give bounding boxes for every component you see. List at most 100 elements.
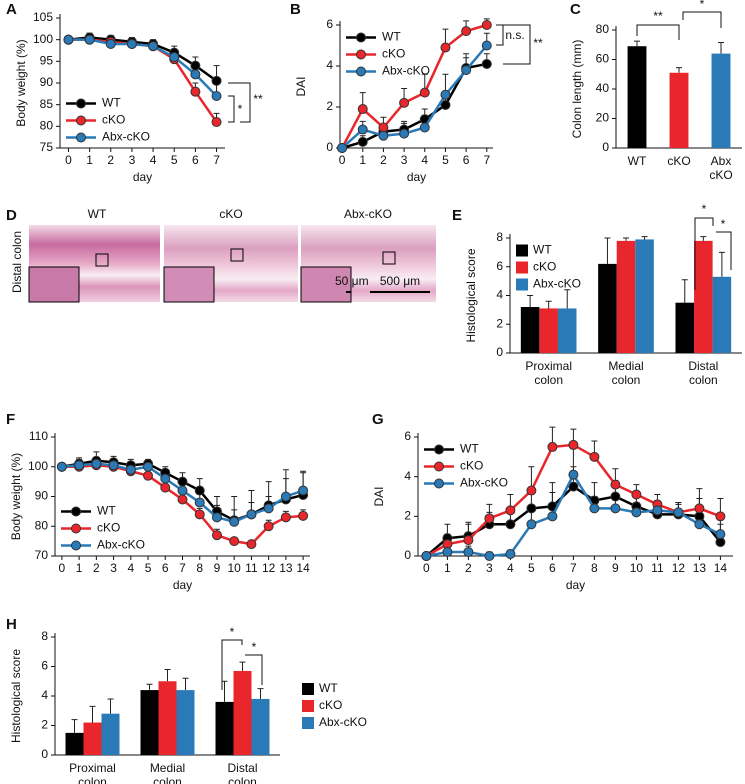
legend-label: cKO <box>382 47 405 61</box>
significance-label: * <box>230 625 235 639</box>
legend-label: cKO <box>533 260 556 274</box>
panel-label: F <box>6 411 15 428</box>
data-point <box>337 143 348 153</box>
significance-bracket <box>694 217 714 290</box>
error-bar <box>239 661 246 671</box>
y-axis-title: Body weight (%) <box>9 453 23 540</box>
x-tick-label: Proximal <box>69 761 116 775</box>
x-tick-label: 3 <box>486 561 493 575</box>
y-tick-label: 80 <box>596 22 610 36</box>
x-tick-label: 14 <box>714 561 728 575</box>
y-tick-label: 0 <box>41 747 48 761</box>
data-point <box>694 503 705 514</box>
legend-marker <box>434 478 444 489</box>
data-point <box>568 469 579 480</box>
inset <box>300 266 352 303</box>
panel-label: B <box>290 1 301 18</box>
significance-bracket <box>245 654 263 685</box>
error-bar <box>89 705 96 723</box>
data-point <box>280 512 291 523</box>
bar <box>215 701 234 755</box>
legend-marker <box>356 66 366 77</box>
y-tick-label: 80 <box>35 518 49 532</box>
data-point <box>229 536 240 547</box>
scale-bar-label: 500 μm <box>380 274 420 288</box>
error-bar <box>676 67 682 73</box>
data-point <box>715 511 726 522</box>
legend-label: WT <box>319 681 338 695</box>
data-point <box>56 461 67 472</box>
x-tick-label: colon <box>612 373 641 387</box>
data-point <box>211 512 222 523</box>
y-axis-title: Body weight (%) <box>14 39 28 126</box>
x-tick-label: 10 <box>630 561 644 575</box>
data-point <box>298 485 309 496</box>
data-point <box>211 117 222 127</box>
legend-swatch <box>516 244 528 257</box>
data-point <box>505 519 516 530</box>
x-tick-label: 6 <box>463 153 470 167</box>
x-tick-label: 13 <box>279 561 293 575</box>
x-tick-label: 4 <box>421 153 428 167</box>
bar <box>101 713 120 755</box>
data-point <box>229 516 240 527</box>
x-tick-label: Medial <box>608 359 643 373</box>
data-point <box>108 460 119 471</box>
data-point <box>440 99 451 110</box>
data-point <box>177 485 188 496</box>
legend-swatch <box>516 261 528 274</box>
y-tick-label: 0 <box>326 140 333 154</box>
data-point <box>378 122 389 133</box>
significance-bracket <box>228 82 251 123</box>
bar <box>675 302 695 353</box>
image-title: Abx-cKO <box>344 207 392 221</box>
x-tick-label: 9 <box>214 561 221 575</box>
error-bar <box>257 688 264 699</box>
x-tick-label: 2 <box>380 153 387 167</box>
roi-box <box>382 251 396 265</box>
data-point <box>399 128 410 139</box>
data-point <box>610 491 621 502</box>
x-tick-label: 4 <box>507 561 514 575</box>
bar <box>669 72 689 148</box>
data-point <box>263 503 274 514</box>
y-tick-label: 85 <box>40 97 54 111</box>
y-tick-label: 0 <box>602 140 609 154</box>
x-tick-label: 10 <box>228 561 242 575</box>
significance-bracket <box>503 24 531 65</box>
legend-marker <box>434 461 444 472</box>
x-tick-label: 6 <box>162 561 169 575</box>
x-axis-title: day <box>173 578 192 592</box>
y-tick-label: 8 <box>496 230 503 244</box>
y-tick-label: 100 <box>28 459 48 473</box>
error-bar <box>527 295 534 307</box>
error-bar <box>146 683 153 691</box>
data-point <box>610 503 621 514</box>
y-tick-label: 4 <box>326 58 333 72</box>
bar <box>520 307 540 353</box>
x-tick-label: 5 <box>171 153 178 167</box>
significance-label: ** <box>653 9 663 23</box>
data-point <box>526 485 537 496</box>
legend-marker <box>356 32 366 43</box>
legend-label: cKO <box>102 113 125 127</box>
x-tick-label: 7 <box>213 153 220 167</box>
y-tick-label: 2 <box>404 509 411 523</box>
legend-label: Abx-cKO <box>97 538 145 552</box>
legend-swatch <box>302 717 314 729</box>
x-tick-label: 0 <box>59 561 66 575</box>
x-tick-label: 2 <box>93 561 100 575</box>
panel-label: A <box>6 1 17 18</box>
y-tick-label: 4 <box>496 288 503 302</box>
x-tick-label: 1 <box>444 561 451 575</box>
error-bar <box>700 236 707 241</box>
y-axis-title: Histological score <box>9 649 23 743</box>
y-tick-label: 8 <box>41 629 48 643</box>
y-axis-title: Histological score <box>464 248 478 342</box>
legend-label: cKO <box>319 698 342 712</box>
y-tick-label: 40 <box>596 81 610 95</box>
significance-bracket <box>716 231 732 270</box>
y-tick-label: 60 <box>596 52 610 66</box>
data-point <box>211 530 222 541</box>
